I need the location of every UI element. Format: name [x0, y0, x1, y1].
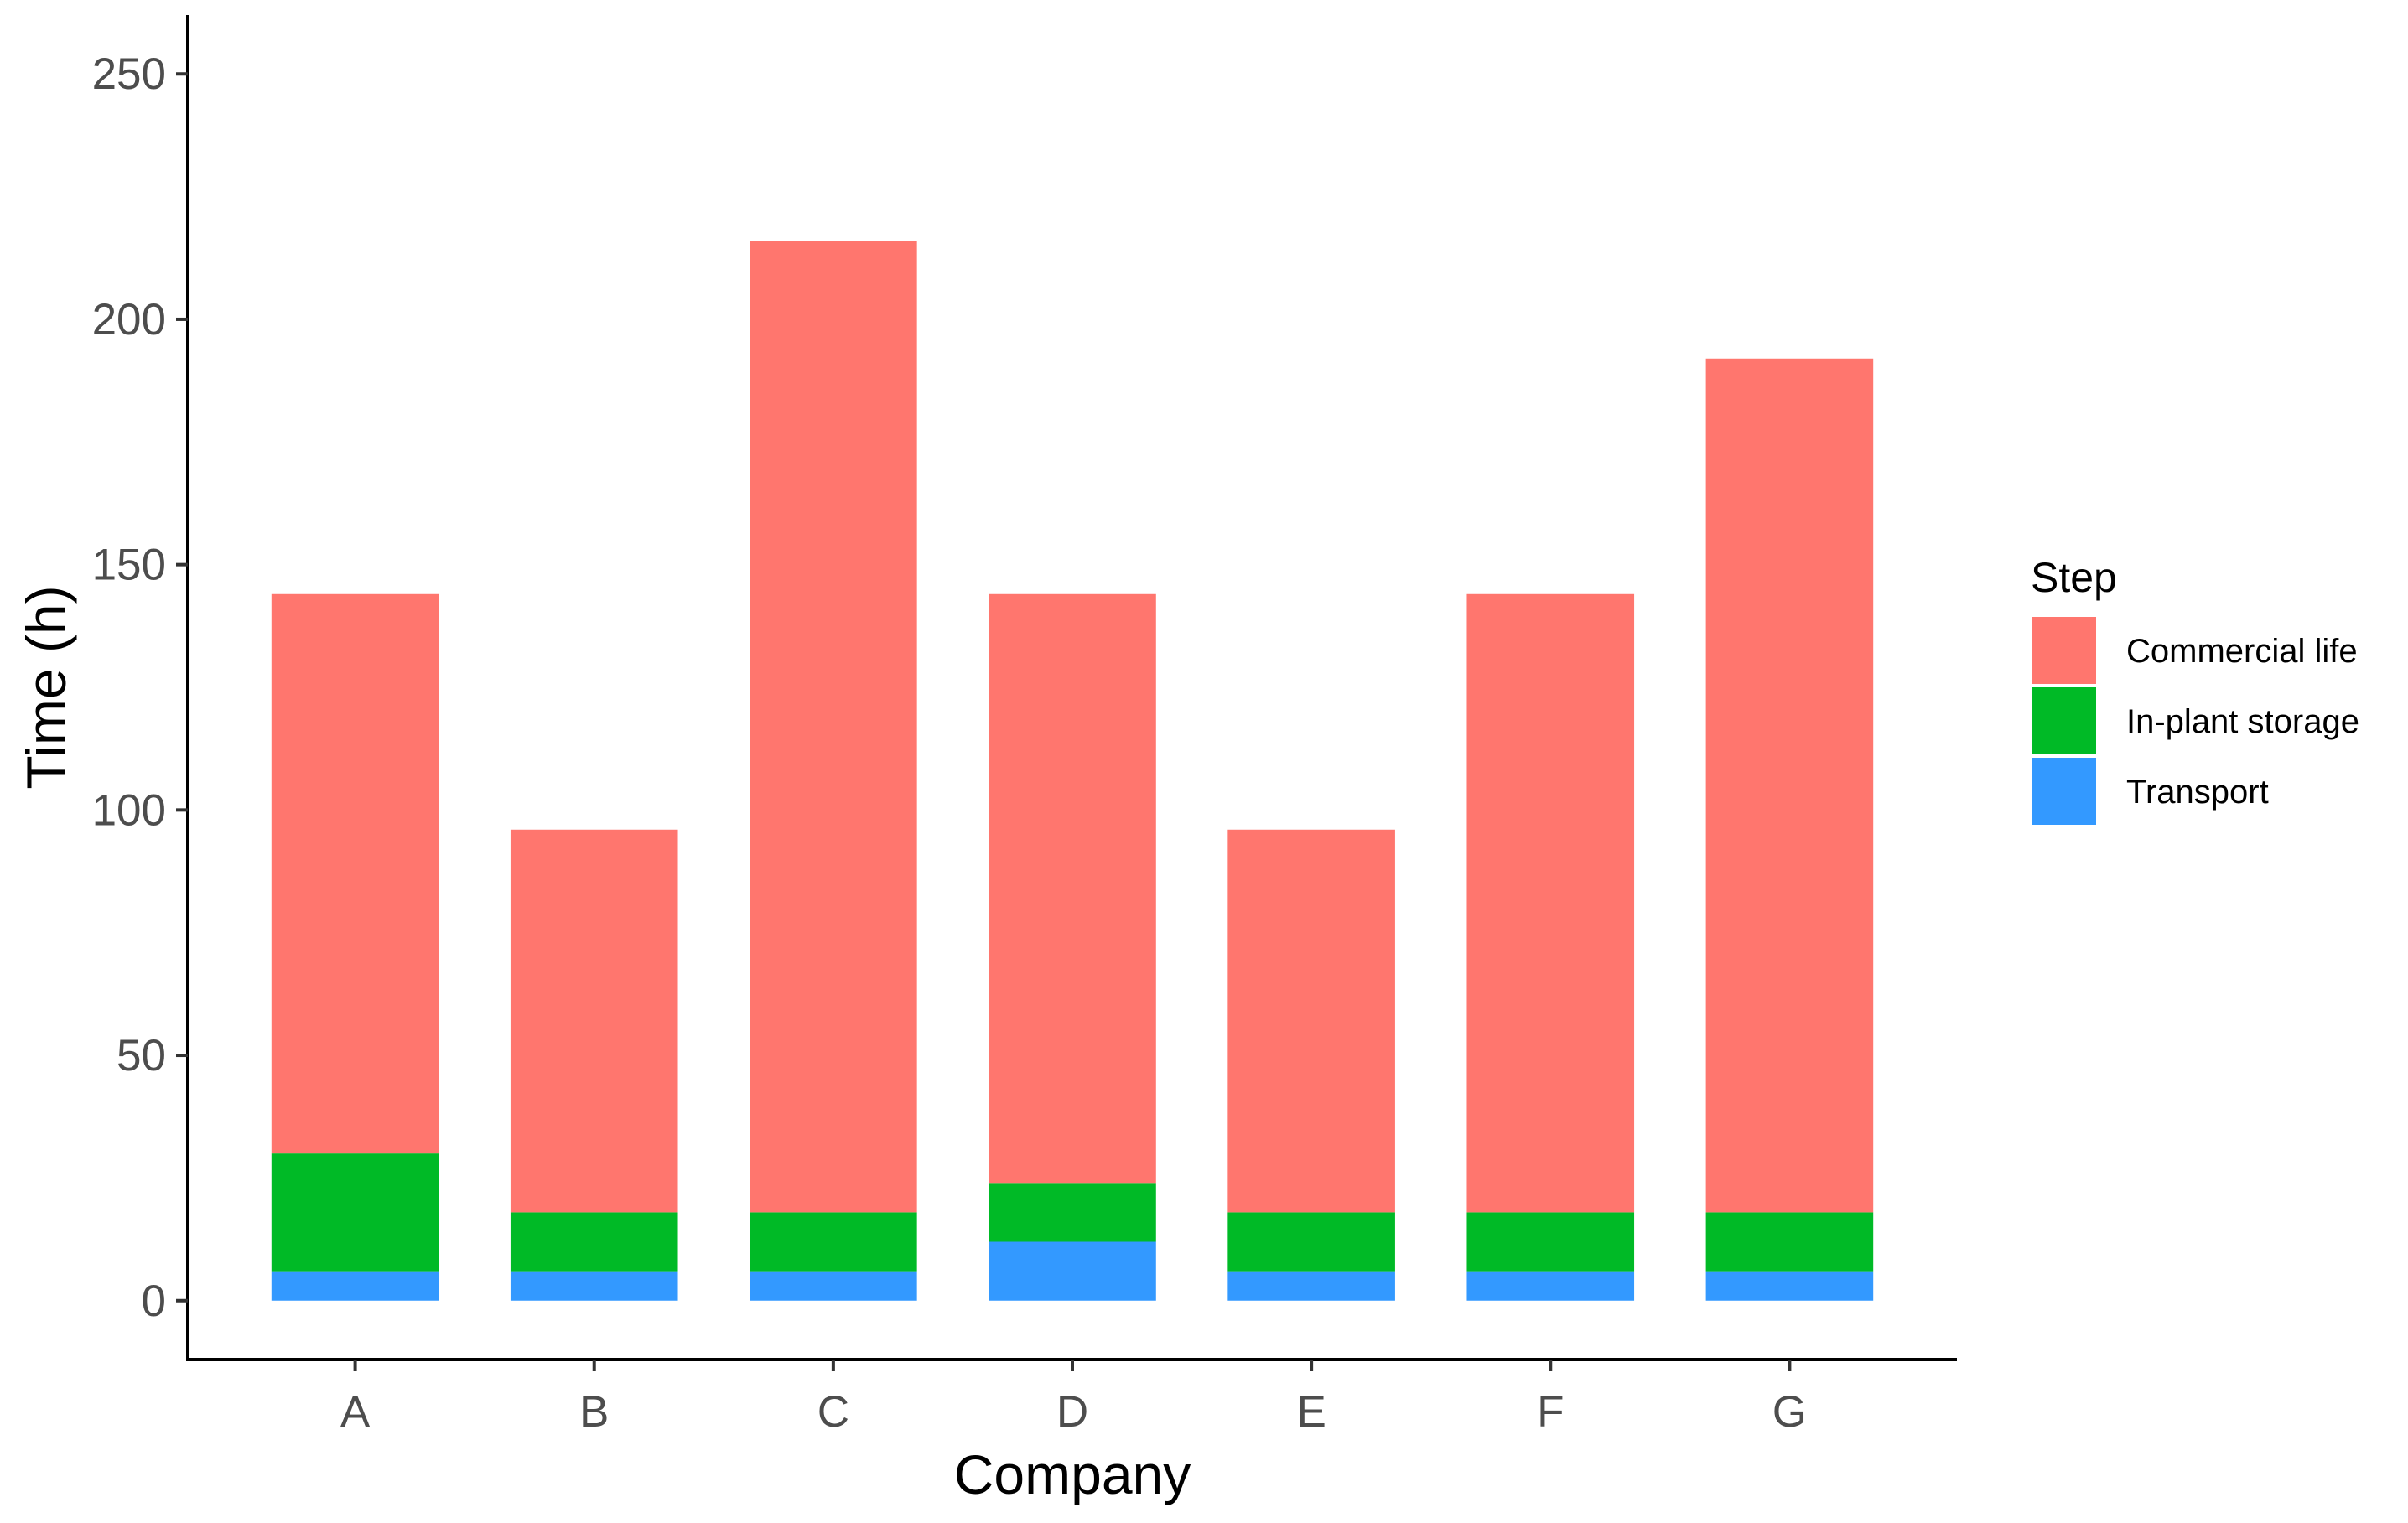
bar-e-commercial-life [1227, 829, 1395, 1213]
y-axis-title: Time (h) [15, 585, 77, 789]
bar-b-in-plant-storage [510, 1212, 678, 1272]
bar-b-commercial-life [510, 829, 678, 1213]
bar-c-commercial-life [750, 241, 917, 1213]
legend-label-commercial-life: Commercial life [2126, 633, 2358, 670]
x-tick-label-e: E [1296, 1387, 1326, 1437]
legend-title: Step [2031, 554, 2117, 601]
bar-e-transport [1227, 1271, 1395, 1301]
bar-b-transport [510, 1271, 678, 1301]
x-axis-title: Company [954, 1443, 1191, 1505]
bar-f-in-plant-storage [1466, 1212, 1635, 1272]
y-ticks: 0 50 100 150 200 250 [92, 49, 188, 1326]
x-ticks: A B C D E F G [340, 1360, 1807, 1437]
y-tick-label-50: 50 [117, 1031, 166, 1080]
bar-a-in-plant-storage [271, 1153, 439, 1272]
y-tick-label-0: 0 [142, 1277, 166, 1326]
x-tick-label-c: C [817, 1387, 849, 1437]
x-tick-label-g: G [1772, 1387, 1807, 1437]
bar-g-in-plant-storage [1705, 1212, 1874, 1272]
x-tick-label-f: F [1537, 1387, 1564, 1437]
bar-f-transport [1466, 1271, 1635, 1301]
x-tick-label-d: D [1056, 1387, 1088, 1437]
y-tick-label-150: 150 [92, 541, 166, 590]
bar-d-commercial-life [989, 593, 1156, 1184]
y-tick-label-250: 250 [92, 49, 166, 99]
bar-a-commercial-life [271, 593, 439, 1154]
bar-c-in-plant-storage [750, 1212, 917, 1272]
legend-label-transport: Transport [2126, 774, 2269, 811]
bars-layer [271, 241, 1874, 1301]
bar-d-in-plant-storage [989, 1183, 1156, 1242]
legend-items: Commercial life In-plant storage Transport [2032, 617, 2359, 825]
y-tick-label-100: 100 [92, 785, 166, 835]
y-tick-label-200: 200 [92, 295, 166, 344]
bar-c-transport [750, 1271, 917, 1301]
x-tick-label-b: B [579, 1387, 609, 1437]
legend-key-commercial-life [2032, 617, 2096, 684]
legend-key-transport [2032, 758, 2096, 825]
bar-a-transport [271, 1271, 439, 1301]
legend-label-in-plant-storage: In-plant storage [2126, 703, 2359, 740]
bar-e-in-plant-storage [1227, 1212, 1395, 1272]
x-tick-label-a: A [340, 1387, 371, 1437]
bar-g-transport [1705, 1271, 1874, 1301]
bar-d-transport [989, 1241, 1156, 1301]
legend-key-in-plant-storage [2032, 687, 2096, 754]
bar-f-commercial-life [1466, 593, 1635, 1213]
bar-g-commercial-life [1705, 358, 1874, 1213]
legend: Step Commercial life In-plant storage Tran… [2031, 554, 2359, 825]
